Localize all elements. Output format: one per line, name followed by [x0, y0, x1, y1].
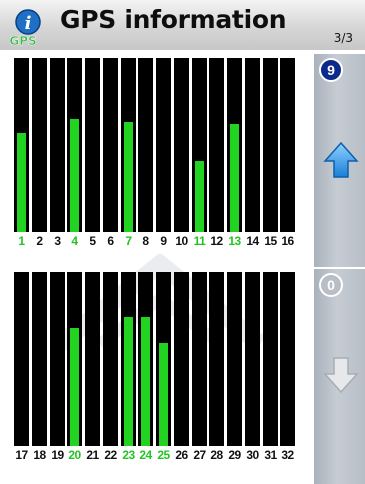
signal-bar: [156, 58, 171, 232]
signal-bar: [14, 58, 29, 232]
signal-level: [124, 122, 133, 232]
signal-bar: [32, 272, 47, 446]
signal-bar: [263, 272, 278, 446]
satellite-number-label: 32: [281, 448, 294, 462]
signal-bar: [227, 58, 242, 232]
satellite-number-label: 5: [89, 234, 96, 248]
signal-bar: [103, 272, 118, 446]
signal-bar: [280, 272, 295, 446]
signal-bar: [121, 58, 136, 232]
satellite-signal-area: 1 2 3 4 5 6 7 8 9 10 11 12 13 14 15 16 17 18 19 20 21 22 23 24…: [0, 54, 365, 484]
svg-text:i: i: [25, 13, 32, 34]
signal-level: [159, 343, 168, 446]
signal-bar: [209, 272, 224, 446]
signal-bar: [32, 58, 47, 232]
signal-bar: [174, 58, 189, 232]
signal-bar: [227, 272, 242, 446]
signal-bar: [50, 272, 65, 446]
signal-bar: [174, 272, 189, 446]
satellite-number-label: 18: [33, 448, 46, 462]
signal-bar: [121, 272, 136, 446]
signal-bar: [67, 272, 82, 446]
satellite-number-label: 14: [246, 234, 259, 248]
satellite-number-label: 1: [18, 234, 25, 248]
title-bar: i GPS GPS information 3/3: [0, 0, 365, 50]
satellite-number-label: 20: [68, 448, 81, 462]
signal-level: [230, 124, 239, 232]
signal-bar: [263, 58, 278, 232]
signal-bar: [138, 58, 153, 232]
signal-level: [70, 328, 79, 446]
arrow-up-icon[interactable]: [323, 140, 359, 180]
satellite-number-label: 8: [142, 234, 149, 248]
header-divider: [0, 50, 365, 54]
signal-level: [70, 119, 79, 232]
satellite-number-label: 28: [210, 448, 223, 462]
satellite-number-label: 7: [125, 234, 132, 248]
signal-bar: [50, 58, 65, 232]
page-title: GPS information: [60, 5, 287, 34]
satellite-number-label: 6: [107, 234, 114, 248]
satellite-number-label: 11: [193, 234, 206, 248]
satellite-number-label: 12: [210, 234, 223, 248]
satellite-number-label: 17: [15, 448, 28, 462]
signal-level: [195, 161, 204, 232]
satellite-number-label: 30: [246, 448, 259, 462]
satellite-number-label: 24: [139, 448, 152, 462]
signal-bar: [192, 272, 207, 446]
signal-bar: [192, 58, 207, 232]
satellite-number-label: 3: [54, 234, 61, 248]
satellite-number-label: 16: [281, 234, 294, 248]
satellite-count-top-badge: 9: [319, 58, 343, 82]
satellite-number-label: 9: [160, 234, 167, 248]
signal-bar: [138, 272, 153, 446]
signal-bar: [280, 58, 295, 232]
satellite-number-label: 29: [228, 448, 241, 462]
satellite-number-label: 23: [122, 448, 135, 462]
satellite-number-label: 31: [264, 448, 277, 462]
satellite-number-label: 13: [228, 234, 241, 248]
svg-text:GPS: GPS: [10, 34, 37, 47]
satellite-number-label: 27: [193, 448, 206, 462]
signal-bar: [85, 58, 100, 232]
signal-bar: [245, 58, 260, 232]
signal-bar: [156, 272, 171, 446]
scroll-panel[interactable]: [314, 54, 365, 484]
satellite-number-label: 22: [104, 448, 117, 462]
scroll-panel-divider: [314, 267, 365, 269]
signal-bar: [245, 272, 260, 446]
signal-level: [124, 317, 133, 446]
signal-bar: [14, 272, 29, 446]
arrow-down-icon[interactable]: [323, 355, 359, 395]
satellite-number-label: 26: [175, 448, 188, 462]
satellite-count-bottom-badge: 0: [319, 273, 343, 297]
satellite-number-label: 2: [36, 234, 43, 248]
satellite-number-label: 4: [71, 234, 78, 248]
satellite-number-label: 25: [157, 448, 170, 462]
satellite-number-label: 10: [175, 234, 188, 248]
signal-bar: [209, 58, 224, 232]
signal-bar: [85, 272, 100, 446]
signal-bar: [103, 58, 118, 232]
satellite-panel-17-32: 17 18 19 20 21 22 23 24 25 26 27 28 29 30 31 32: [12, 272, 315, 468]
signal-bar: [67, 58, 82, 232]
satellite-number-label: 19: [51, 448, 64, 462]
gps-info-icon: i GPS: [10, 9, 41, 47]
signal-level: [17, 133, 26, 232]
satellite-panel-1-16: 1 2 3 4 5 6 7 8 9 10 11 12 13 14 15 16: [12, 58, 315, 254]
satellite-number-label: 15: [264, 234, 277, 248]
satellite-number-label: 21: [86, 448, 99, 462]
signal-level: [141, 317, 150, 446]
page-indicator: 3/3: [333, 31, 353, 45]
